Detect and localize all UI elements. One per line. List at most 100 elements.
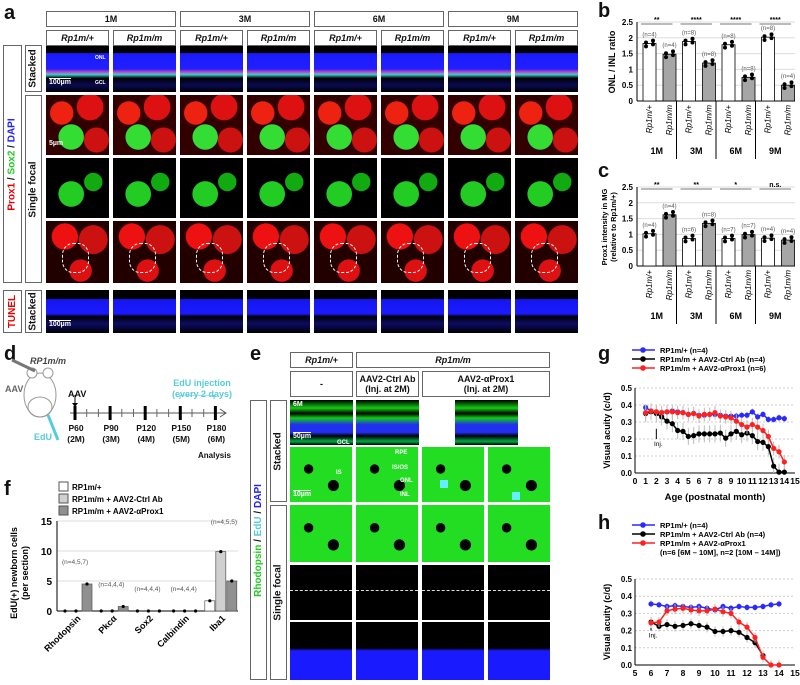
data-point xyxy=(769,32,774,37)
data-point xyxy=(750,233,754,238)
data-point-red xyxy=(680,605,686,611)
n-label: (n=4) xyxy=(662,204,676,210)
data-point xyxy=(769,36,774,41)
n-label: (n=7) xyxy=(741,224,755,230)
group-label: 9M xyxy=(769,311,782,321)
legend-marker xyxy=(640,531,646,537)
legend-entry: RP1m/m + AAV2-αProx1 (n=6) xyxy=(660,364,766,373)
y-tick-label: 10 xyxy=(41,547,53,558)
y-tick-label: 0.5 xyxy=(622,81,634,90)
timepoint-label: P180 xyxy=(206,423,227,433)
data-point xyxy=(743,78,747,83)
data-point-red xyxy=(675,410,681,416)
x-tick-label: 3 xyxy=(665,476,670,486)
y-tick-label: 2 xyxy=(629,199,634,208)
micrograph xyxy=(515,46,578,92)
bar xyxy=(721,238,736,267)
data-point xyxy=(789,80,794,85)
n-label: (n=8) xyxy=(682,31,696,37)
legend-entry: RP1m/m + AAV2-Ctrl Ab xyxy=(72,495,163,504)
micrograph xyxy=(515,95,578,155)
timepoint-label: P150 xyxy=(171,423,192,433)
data-point xyxy=(750,76,754,81)
data-point-black xyxy=(664,621,670,628)
significance-label: **** xyxy=(770,17,781,24)
group-label: 6M xyxy=(729,146,742,156)
bar-genotype-label: Rp1m/m xyxy=(784,270,793,301)
micrograph xyxy=(314,290,377,333)
scale-bar-stacked: 100µm xyxy=(49,78,71,86)
micrograph xyxy=(46,221,109,283)
data-point-red xyxy=(664,608,670,614)
legend-entry: RP1m/m + AAV2-Ctrl Ab (n=4) xyxy=(660,530,766,539)
x-tick-label: 9 xyxy=(729,476,734,486)
data-point xyxy=(782,82,787,87)
y-tick-label: 2 xyxy=(629,34,634,43)
y-tick-label: 0.5 xyxy=(621,384,633,393)
legend-entry: RP1m/+ xyxy=(72,483,102,492)
group-label: 1M xyxy=(650,311,663,321)
micrograph xyxy=(381,290,444,333)
y-tick-label: 1 xyxy=(629,65,634,74)
data-point-red xyxy=(760,427,766,434)
timepoint-label: P90 xyxy=(103,423,119,433)
micrograph xyxy=(180,95,243,155)
edu-label: EdU xyxy=(34,432,52,442)
timepoint-month: (3M) xyxy=(102,434,120,444)
data-point-black xyxy=(701,431,707,437)
data-point-red xyxy=(712,410,718,416)
category-label: Sox2 xyxy=(133,613,155,635)
data-point-black xyxy=(669,421,675,427)
timepoint-month: (2M) xyxy=(67,434,85,444)
data-point xyxy=(63,609,67,613)
group-label: 1M xyxy=(650,146,663,156)
data-point xyxy=(683,239,688,244)
x-tick-label: 10 xyxy=(710,668,720,678)
y-axis-label: Prox1 intensity in MG xyxy=(600,188,609,265)
data-point-red xyxy=(776,662,782,668)
y-tick-label: 0.3 xyxy=(621,609,633,618)
bar-genotype-label: Rp1m/+ xyxy=(685,270,694,299)
data-point xyxy=(644,230,648,235)
data-point xyxy=(710,222,715,227)
bar xyxy=(226,580,238,612)
y-tick-label: 0.2 xyxy=(621,627,633,636)
x-tick-label: 8 xyxy=(718,476,723,486)
significance-label: ** xyxy=(654,182,660,189)
y-tick-label: 1.5 xyxy=(622,50,634,59)
data-point-red xyxy=(768,662,774,668)
y-tick-label: 1 xyxy=(629,230,634,239)
category-label: Calbindin xyxy=(155,613,191,649)
data-point-blue xyxy=(744,412,750,418)
n-label: (n=4) xyxy=(662,43,676,49)
micrograph xyxy=(113,46,176,92)
legend-entry: RP1m/+ (n=4) xyxy=(660,346,708,355)
micrograph xyxy=(381,221,444,283)
data-point-blue xyxy=(739,412,745,418)
micrograph xyxy=(113,221,176,283)
timepoint-month: (5M) xyxy=(172,434,191,444)
bar xyxy=(721,44,736,102)
micrograph xyxy=(422,447,484,502)
micrograph xyxy=(314,95,377,155)
micrograph xyxy=(247,158,310,218)
data-point-blue xyxy=(744,604,750,610)
data-point-red xyxy=(664,409,670,415)
micrograph xyxy=(290,400,353,445)
data-point-black xyxy=(739,432,745,438)
bar xyxy=(682,238,696,267)
legend-entry: RP1m/m + AAV2-Ctrl Ab (n=4) xyxy=(660,355,766,364)
x-tick-label: 6 xyxy=(697,476,702,486)
data-point-black xyxy=(712,628,718,635)
scale-bar-focal: 5µm xyxy=(49,140,64,147)
data-point-black xyxy=(723,435,729,441)
data-point xyxy=(782,240,787,245)
data-point-black xyxy=(664,418,670,424)
data-point-black xyxy=(712,431,718,437)
chart-f: RP1m/+ RP1m/m + AAV2-Ctrl Ab RP1m/m + AAV2… xyxy=(9,481,238,654)
x-tick-label: 0 xyxy=(633,476,638,486)
legend-note: (n=6 [6M – 10M], n=2 [10M – 14M]) xyxy=(660,548,781,557)
row-label-tunel-stacked: Stacked xyxy=(25,290,42,333)
n-label: (n=8) xyxy=(721,34,735,40)
data-point-black xyxy=(728,431,734,437)
